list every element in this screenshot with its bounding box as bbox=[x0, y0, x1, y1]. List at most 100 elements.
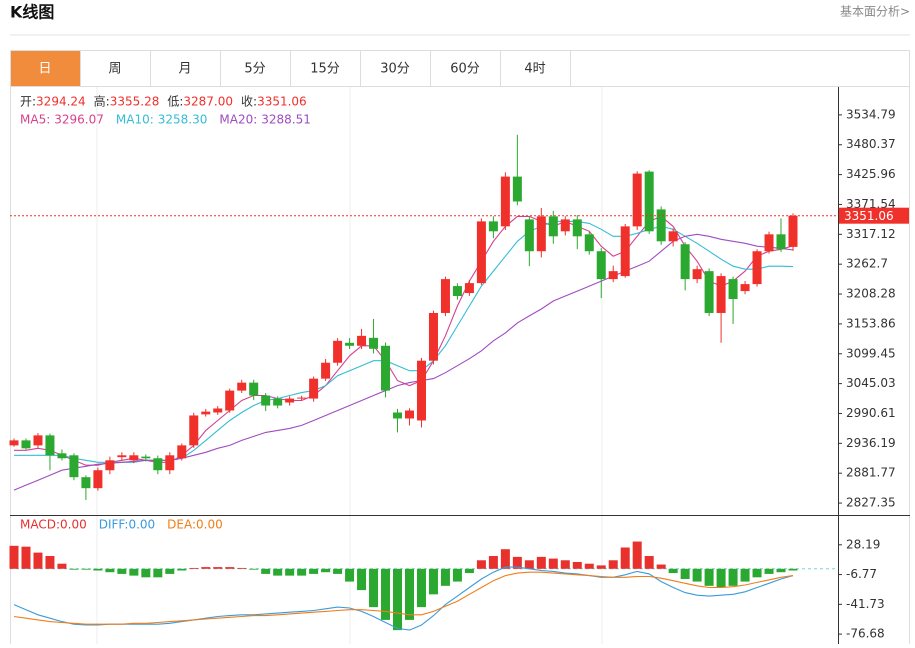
legend-name: DIFF: bbox=[99, 518, 129, 532]
macd-line bbox=[13, 566, 794, 631]
macd-bar bbox=[692, 568, 702, 582]
tab-label[interactable]: 30分 bbox=[380, 62, 410, 77]
legend-name: MACD: bbox=[20, 518, 60, 532]
tab-label[interactable]: 5分 bbox=[244, 62, 265, 77]
candle-body bbox=[776, 234, 786, 250]
candle-body bbox=[357, 335, 367, 346]
y-tick-label: -76.68 bbox=[846, 627, 885, 641]
macd-bar bbox=[440, 568, 450, 586]
macd-line bbox=[13, 571, 794, 625]
macd-bar bbox=[237, 567, 247, 569]
candle-body bbox=[117, 455, 127, 458]
tab-box[interactable] bbox=[360, 50, 431, 87]
candle-body bbox=[249, 382, 259, 396]
tab-label[interactable]: 4时 bbox=[524, 62, 545, 77]
legend-value: 3296.07 bbox=[54, 113, 104, 127]
tab-label[interactable]: 月 bbox=[178, 62, 191, 77]
macd-bar bbox=[764, 568, 774, 574]
candle-body bbox=[644, 171, 654, 232]
macd-bar bbox=[668, 568, 678, 574]
macd-bar bbox=[488, 556, 498, 569]
legend-name: MA5: bbox=[20, 113, 50, 127]
tab-label[interactable]: 日 bbox=[38, 62, 51, 77]
macd-bar bbox=[740, 568, 750, 582]
candle-body bbox=[560, 219, 570, 232]
macd-bar bbox=[632, 541, 642, 569]
legend-name: DEA: bbox=[167, 518, 196, 532]
tab[interactable]: 60分 bbox=[430, 50, 501, 87]
candle-body bbox=[428, 312, 438, 361]
candle-body bbox=[69, 455, 79, 478]
tab-box[interactable] bbox=[150, 50, 221, 87]
candle-body bbox=[572, 219, 582, 237]
macd-bar bbox=[213, 567, 223, 569]
candle-body bbox=[57, 453, 67, 459]
tab-box[interactable] bbox=[430, 50, 501, 87]
macd-bar bbox=[345, 568, 355, 582]
macd-bar bbox=[428, 568, 438, 595]
candle-body bbox=[536, 216, 546, 252]
candle-body bbox=[153, 458, 163, 471]
info-value: 3294.24 bbox=[36, 95, 86, 109]
candle-body bbox=[333, 340, 343, 363]
tab-label[interactable]: 周 bbox=[108, 62, 121, 77]
y-tick-label: 3208.28 bbox=[846, 287, 896, 301]
candle-body bbox=[704, 271, 714, 313]
tab[interactable]: 月 bbox=[150, 50, 221, 87]
candle-body bbox=[81, 477, 91, 489]
macd-bar bbox=[572, 561, 582, 569]
macd-bar bbox=[105, 568, 115, 573]
tab-label[interactable]: 15分 bbox=[310, 62, 340, 77]
macd-bar bbox=[45, 556, 55, 569]
macd-bar bbox=[81, 568, 91, 570]
candle-body bbox=[488, 221, 498, 232]
tab-box[interactable] bbox=[500, 50, 571, 87]
macd-bar bbox=[560, 560, 570, 569]
tab-label[interactable]: 60分 bbox=[450, 62, 480, 77]
candle-body bbox=[464, 283, 474, 294]
info-value: 3351.06 bbox=[257, 95, 307, 109]
y-tick-label: 2827.35 bbox=[846, 496, 896, 510]
macd-bar bbox=[285, 568, 295, 576]
macd-bar bbox=[381, 568, 391, 620]
candle-body bbox=[129, 455, 139, 461]
legend-value: 3258.30 bbox=[158, 113, 208, 127]
legend-value: 0.00 bbox=[60, 518, 87, 532]
tab-box[interactable] bbox=[80, 50, 151, 87]
macd-bar bbox=[9, 545, 19, 569]
candle-body bbox=[500, 176, 510, 227]
macd-bar bbox=[464, 568, 474, 574]
candle-body bbox=[740, 284, 750, 292]
macd-bar bbox=[201, 567, 211, 569]
candle-body bbox=[692, 269, 702, 280]
macd-bar bbox=[584, 563, 594, 569]
y-tick-label: -6.77 bbox=[846, 567, 877, 581]
tab[interactable]: 5分 bbox=[220, 50, 291, 87]
legend-value: 0.00 bbox=[196, 518, 223, 532]
candle-body bbox=[512, 176, 522, 202]
macd-bar bbox=[680, 568, 690, 580]
tab-box[interactable] bbox=[10, 50, 81, 87]
plot-layer: 3534.79 3480.37 3425.96 3371.54 3317.12 3262.… bbox=[9, 94, 909, 641]
tab-bar: 日 周 月 5分 15分 30分 60分 4时 bbox=[10, 50, 571, 87]
macd-bar bbox=[261, 568, 271, 574]
macd-bar bbox=[776, 568, 786, 573]
macd-bar bbox=[512, 556, 522, 569]
candle-body bbox=[273, 398, 283, 406]
tab[interactable]: 15分 bbox=[290, 50, 361, 87]
info-label: 高: bbox=[94, 94, 110, 109]
legend-name: MA20: bbox=[219, 113, 257, 127]
macd-bar bbox=[393, 568, 403, 631]
y-tick-label: 2881.77 bbox=[846, 466, 896, 480]
candle-body bbox=[416, 360, 426, 421]
macd-bar bbox=[177, 568, 187, 571]
tab[interactable]: 30分 bbox=[360, 50, 431, 87]
tab[interactable]: 日 bbox=[10, 50, 81, 87]
analysis-link[interactable]: 基本面分析> bbox=[840, 5, 910, 19]
y-tick-label: 3099.45 bbox=[846, 346, 896, 360]
tab[interactable]: 周 bbox=[80, 50, 151, 87]
tab-box[interactable] bbox=[220, 50, 291, 87]
tab[interactable]: 4时 bbox=[500, 50, 571, 87]
candle-body bbox=[548, 216, 558, 237]
